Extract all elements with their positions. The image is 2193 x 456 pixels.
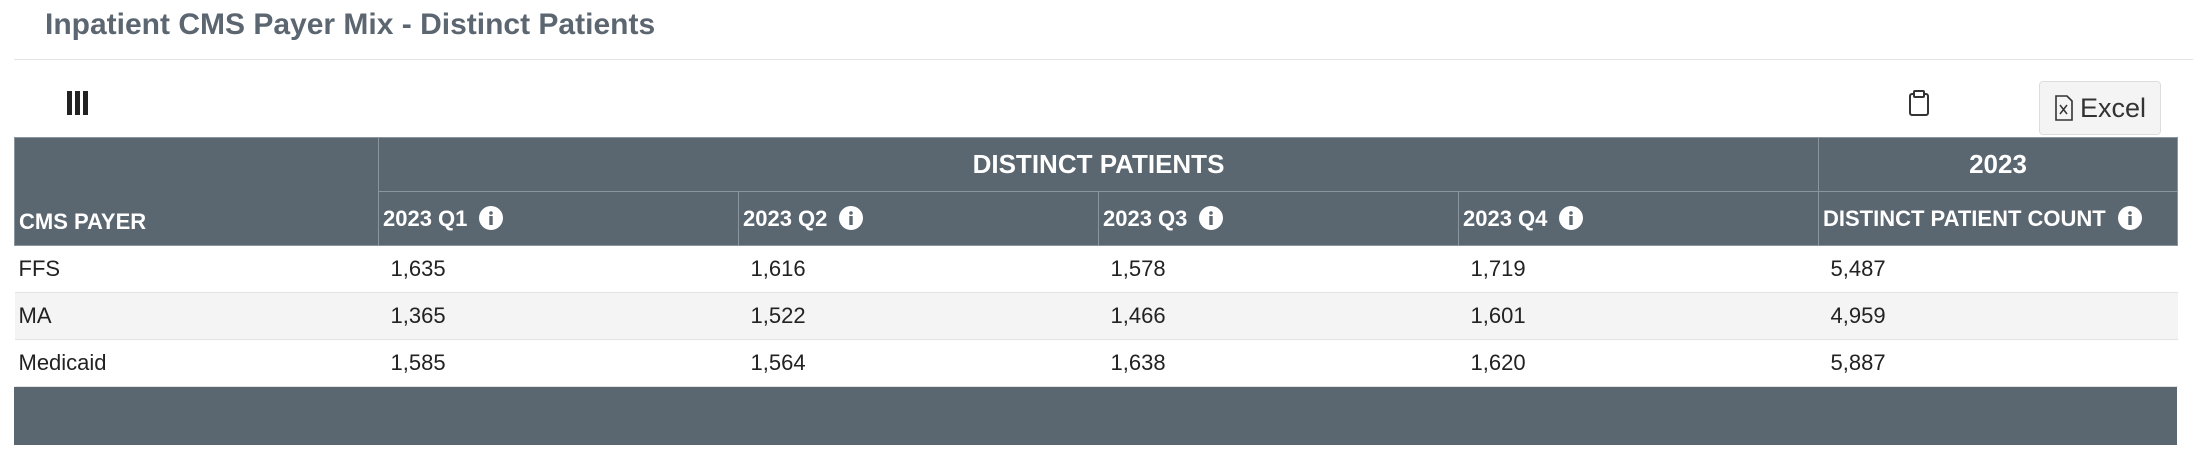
cell-value: 1,585	[378, 339, 739, 387]
column-label: 2023 Q4	[1463, 205, 1548, 231]
cell-value: 1,616	[738, 245, 1099, 293]
data-table: CMS PAYER DISTINCT PATIENTS 2023 2023 Q1…	[14, 137, 2178, 387]
copy-button[interactable]	[1908, 89, 1930, 117]
column-label: 2023 Q1	[383, 205, 468, 231]
info-icon[interactable]	[1559, 205, 1584, 230]
column-label: 2023 Q3	[1103, 205, 1188, 231]
column-header[interactable]: 2023 Q2	[738, 191, 1099, 246]
info-icon[interactable]	[2117, 205, 2142, 230]
group-header: DISTINCT PATIENTS	[378, 137, 1819, 192]
cell-value: 1,365	[378, 292, 739, 340]
cell-value: 1,719	[1458, 245, 1819, 293]
column-header[interactable]: 2023 Q3	[1098, 191, 1459, 246]
cell-value: 5,887	[1818, 339, 2178, 387]
info-icon[interactable]	[1199, 205, 1224, 230]
table-row: FFS 1,635 1,616 1,578 1,719 5,487	[14, 245, 2178, 293]
button-label: Excel	[2079, 92, 2147, 123]
cell-value: 1,601	[1458, 292, 1819, 340]
file-icon	[2055, 95, 2073, 121]
column-label: 2023 Q2	[743, 205, 828, 231]
cell-value: 1,638	[1098, 339, 1459, 387]
cell-value: 1,466	[1098, 292, 1459, 340]
column-header[interactable]: DISTINCT PATIENT COUNT	[1818, 191, 2178, 246]
column-label: DISTINCT PATIENT COUNT	[1823, 205, 2106, 231]
row-label: Medicaid	[14, 339, 379, 387]
panel	[14, 59, 2193, 456]
table-row: MA 1,365 1,522 1,466 1,601 4,959	[14, 292, 2178, 340]
cell-value: 1,620	[1458, 339, 1819, 387]
cell-value: 1,635	[378, 245, 739, 293]
cell-value: 5,487	[1818, 245, 2178, 293]
group-header: 2023	[1818, 137, 2178, 192]
cell-value: 1,578	[1098, 245, 1459, 293]
info-icon[interactable]	[479, 205, 504, 230]
cell-value: 1,564	[738, 339, 1099, 387]
columns-toggle[interactable]	[66, 89, 90, 117]
cell-value: 1,522	[738, 292, 1099, 340]
excel-button[interactable]: Excel	[2039, 81, 2161, 135]
column-header[interactable]: 2023 Q1	[378, 191, 739, 246]
row-label: FFS	[14, 245, 379, 293]
column-header[interactable]: CMS PAYER	[14, 137, 379, 246]
row-label: MA	[14, 292, 379, 340]
column-header[interactable]: 2023 Q4	[1458, 191, 1819, 246]
table-row: Medicaid 1,585 1,564 1,638 1,620 5,887	[14, 339, 2178, 387]
cell-value: 4,959	[1818, 292, 2178, 340]
info-icon[interactable]	[839, 205, 864, 230]
page-title: Inpatient CMS Payer Mix - Distinct Patie…	[45, 8, 656, 41]
table-footer	[14, 387, 2177, 445]
